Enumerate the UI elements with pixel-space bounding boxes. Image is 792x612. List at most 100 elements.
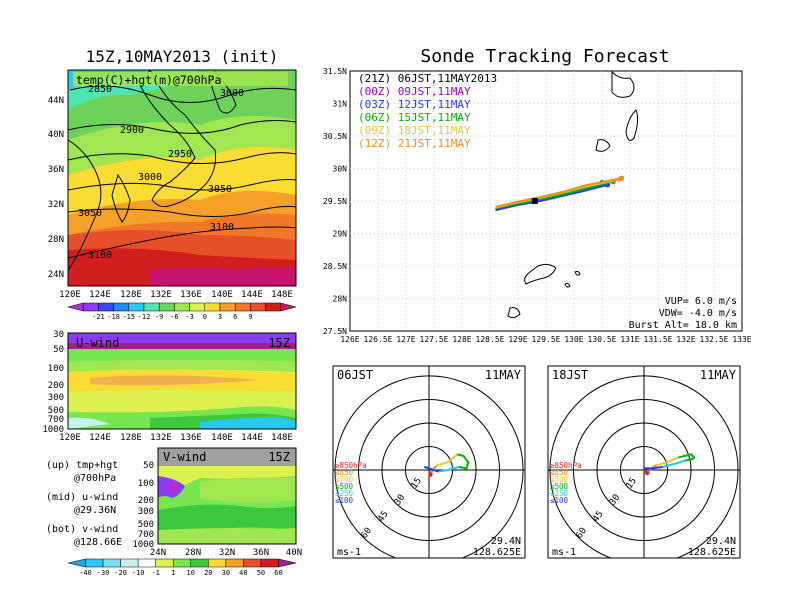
y-tick: 100 (48, 364, 64, 374)
colorbar-swatch (190, 558, 209, 568)
y-tick: 1000 (42, 425, 64, 435)
v-wind-time: 15Z (268, 450, 290, 464)
wind-colorbar: -40 -30 -20 -10 -1 1 10 20 30 40 50 60 (67, 558, 297, 577)
map-field-label: temp(C)+hgt(m)@700hPa (76, 73, 221, 87)
lat-tick: 28N (48, 235, 64, 245)
contour-label: 2950 (168, 149, 192, 160)
level-legend-entry: ≥850hPa (550, 461, 582, 470)
colorbar-swatch (208, 558, 227, 568)
v-wind-x-ticks: 24N 28N 32N 36N 40N (150, 548, 302, 558)
lon-tick: 126E (340, 335, 359, 344)
colorbar-swatch (260, 558, 279, 568)
colorbar-tick: 50 (257, 569, 265, 577)
contour-label: 3000 (138, 172, 162, 183)
hodograph-segment (429, 464, 438, 476)
colorbar-swatch (137, 558, 156, 568)
colorbar-tick: 40 (239, 569, 247, 577)
x-tick: 24N (150, 548, 166, 558)
x-tick: 144E (241, 433, 263, 443)
lat-tick: 31.5N (323, 67, 347, 76)
colorbar-swatch (225, 558, 244, 568)
colorbar-tick: 0 (203, 313, 207, 321)
lat-tick: 44N (48, 96, 64, 106)
lon-tick: 130.5E (588, 335, 617, 344)
lon-tick: 136E (180, 290, 202, 300)
note-line: @29.36N (74, 505, 116, 516)
colorbar-tick: -30 (97, 569, 110, 577)
lon-tick: 131.5E (644, 335, 673, 344)
note-line: (mid) u-wind (46, 492, 118, 503)
colorbar-swatch (82, 302, 99, 312)
tracking-panel: 31.5N31N30.5N30N29.5N29N28.5N28N27.5N126… (323, 67, 752, 344)
hodograph-segment (662, 459, 686, 468)
y-tick: 30 (53, 330, 64, 340)
y-tick: 300 (48, 393, 64, 403)
lon-tick: 148E (271, 290, 293, 300)
lon-tick: 128.5E (476, 335, 505, 344)
tracking-info: VUP= 6.0 m/s VDW= -4.0 m/s Burst Alt= 18… (629, 296, 737, 331)
colorbar-tick: 9 (248, 313, 252, 321)
y-tick: 50 (53, 345, 64, 355)
lat-tick: 30.5N (323, 132, 347, 141)
lon-tick: 126.5E (364, 335, 393, 344)
colorbar-tick: -20 (114, 569, 127, 577)
lat-tick: 28N (333, 295, 348, 304)
lon-tick: 129E (508, 335, 527, 344)
colorbar-tick: 60 (274, 569, 282, 577)
track-series (495, 180, 614, 210)
tracking-grid: 31.5N31N30.5N30N29.5N29N28.5N28N27.5N126… (323, 67, 752, 344)
colorbar-swatch (174, 302, 190, 312)
level-legend-entry: ≤500 (550, 482, 569, 491)
main-title: Sonde Tracking Forecast (420, 46, 669, 67)
y-tick: 300 (138, 507, 154, 517)
track-legend-entry: (21Z) 06JST,11MAY2013 (358, 72, 497, 85)
hodograph-segment (436, 453, 458, 467)
colorbar-swatch (98, 302, 114, 312)
colorbar-tick: -9 (155, 313, 163, 321)
contour-label: 2900 (120, 125, 144, 136)
level-legend-entry: ≥850hPa (335, 461, 367, 470)
track-endpoint (619, 175, 625, 181)
colorbar-swatch (250, 302, 266, 312)
contour-label: 3000 (220, 88, 244, 99)
colorbar-swatch (85, 558, 104, 568)
colorbar-swatch (113, 302, 130, 312)
y-tick: 200 (48, 381, 64, 391)
temperature-map: temp(C)+hgt(m)@700hPa 2850 2900 2950 300… (48, 69, 297, 321)
hodograph-unit: ms-1 (337, 547, 361, 558)
colorbar-tick: -40 (79, 569, 92, 577)
info-vdw: VDW= -4.0 m/s (659, 308, 737, 319)
v-wind-label: V-wind (163, 450, 206, 464)
lon-tick: 144E (241, 290, 263, 300)
level-legend-entry: ≤250 (335, 489, 354, 498)
x-tick: 120E (59, 433, 81, 443)
contour-labels: 2850 2900 2950 3000 3000 3050 3050 3100 … (78, 84, 244, 261)
colorbar-tick: 20 (204, 569, 212, 577)
lon-tick: 120E (59, 290, 81, 300)
level-legend-entry: ≤250 (550, 489, 569, 498)
lon-tick: 127E (396, 335, 415, 344)
level-legend-entry: ≤850 (335, 468, 354, 477)
hodograph-time: 06JST (337, 368, 373, 382)
contour-label: 3050 (78, 208, 102, 219)
info-burst: Burst Alt= 18.0 km (629, 320, 737, 331)
colorbar-swatch (234, 302, 251, 312)
note-line: @700hPa (74, 473, 116, 484)
colorbar-swatch (143, 302, 160, 312)
lat-tick: 31N (333, 100, 348, 109)
lat-tick: 36N (48, 165, 64, 175)
hodograph-time: 18JST (552, 368, 588, 382)
lat-tick: 40N (48, 130, 64, 140)
lat-tick: 30N (333, 165, 348, 174)
hodograph-lon: 128.625E (688, 547, 736, 558)
lon-tick: 131E (620, 335, 639, 344)
colorbar-tick: -15 (122, 313, 135, 321)
colorbar-tick: -3 (185, 313, 193, 321)
colorbar-swatch (278, 558, 297, 568)
tracking-legend: (21Z) 06JST,11MAY2013 (00Z) 09JST,11MAY … (358, 72, 497, 150)
colorbar-swatch (67, 558, 86, 568)
track-series (495, 183, 608, 211)
hodograph-segment (646, 464, 657, 474)
hodograph-unit: ms-1 (552, 547, 576, 558)
u-wind-x-ticks: 120E 124E 128E 132E 136E 140E 144E 148E (59, 433, 293, 443)
